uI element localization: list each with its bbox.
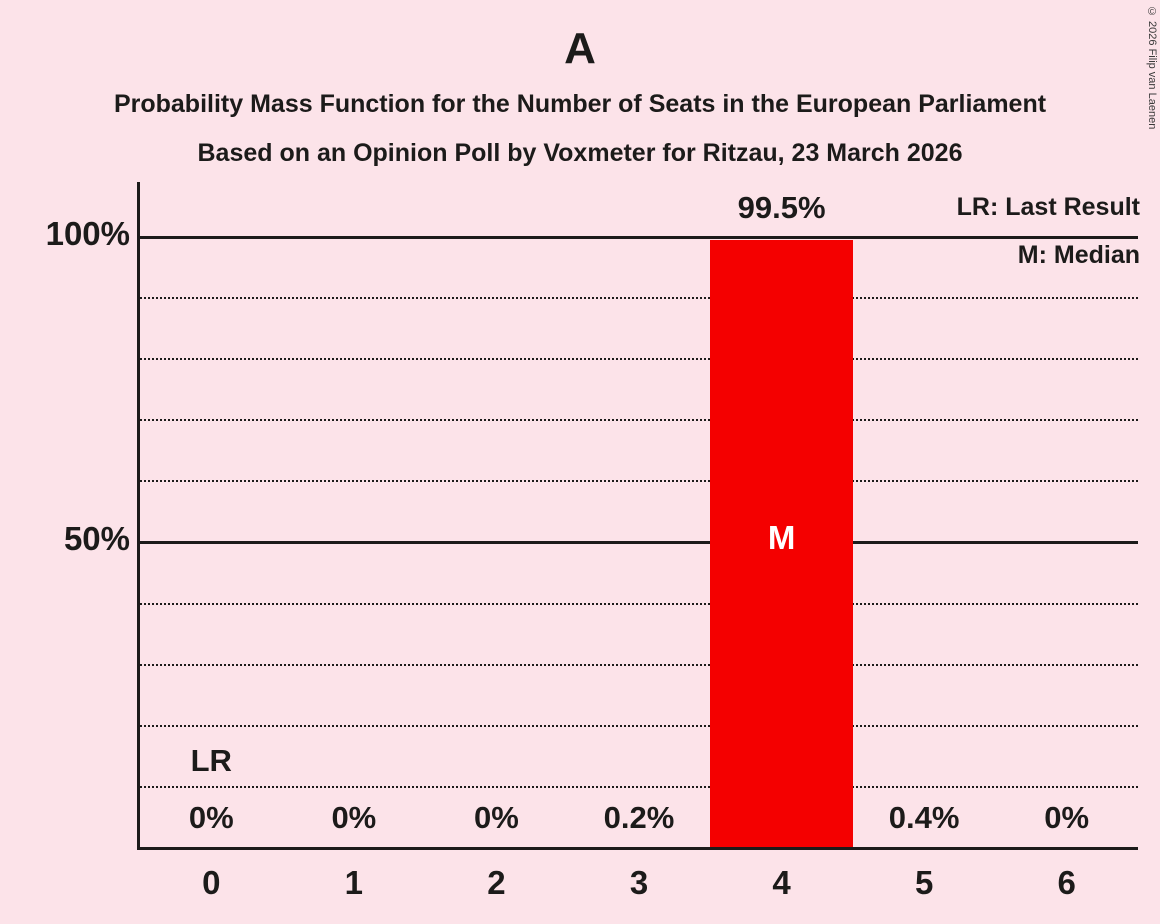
legend-median: M: Median (1017, 241, 1140, 269)
gridline-solid-50 (140, 541, 1138, 544)
gridline-dotted-30 (140, 663, 1138, 666)
copyright-text: © 2026 Filip van Laenen (1146, 6, 1158, 130)
bar-value-label-5: 0.4% (888, 800, 960, 835)
x-axis-line (137, 847, 1138, 850)
legend: LR: Last Result M: Median (957, 183, 1140, 279)
gridline-dotted-80 (140, 358, 1138, 361)
bar-value-label-0: 0% (188, 800, 234, 835)
gridline-dotted-60 (140, 480, 1138, 483)
bar-value-label-1: 0% (331, 800, 377, 835)
legend-last-result: LR: Last Result (956, 193, 1140, 221)
x-axis-label-3: 3 (629, 864, 649, 901)
plot-area: 0% 0% 0% 0.2% 99.5% 0.4% 0% M LR (140, 190, 1138, 848)
last-result-marker: LR (190, 743, 232, 778)
chart-subtitle: Probability Mass Function for the Number… (113, 90, 1047, 118)
gridline-dotted-70 (140, 419, 1138, 422)
bar-value-label-6: 0% (1044, 800, 1090, 835)
x-axis-label-1: 1 (344, 864, 364, 901)
median-marker: M (767, 518, 796, 556)
x-axis-label-4: 4 (772, 864, 791, 901)
x-axis-label-0: 0 (202, 864, 221, 901)
y-axis-line (137, 182, 140, 849)
x-axis-label-2: 2 (487, 864, 506, 901)
bar-value-label-4: 99.5% (737, 190, 826, 226)
gridline-dotted-90 (140, 297, 1138, 300)
y-tick-100: 100% (45, 215, 130, 252)
x-axis-label-6: 6 (1057, 864, 1076, 901)
x-axis-label-5: 5 (914, 864, 934, 901)
gridline-solid-100 (140, 235, 1138, 239)
bar-value-label-3: 0.2% (603, 800, 675, 835)
x-axis-labels: 0 1 2 3 4 5 6 (140, 864, 1138, 910)
y-tick-50: 50% (63, 520, 130, 557)
chart-subtitle-source: Based on an Opinion Poll by Voxmeter for… (197, 139, 963, 167)
chart-title: A (564, 24, 596, 73)
gridline-dotted-40 (140, 602, 1138, 605)
gridline-dotted-10 (140, 785, 1138, 788)
gridline-dotted-20 (140, 724, 1138, 727)
bar-seats-4 (710, 240, 853, 848)
bar-value-label-2: 0% (474, 800, 519, 835)
